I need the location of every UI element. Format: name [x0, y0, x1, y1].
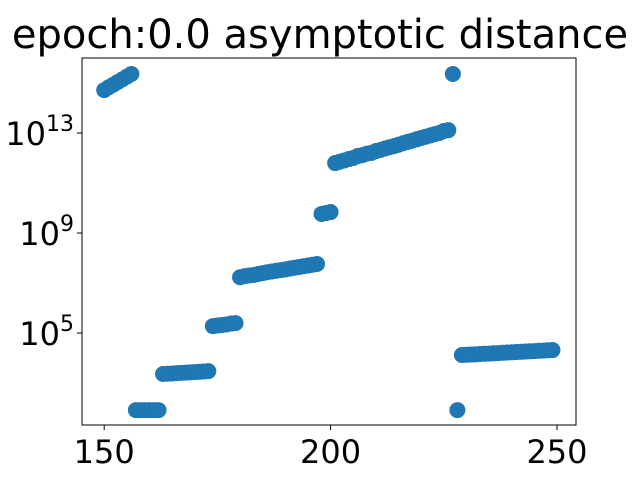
point — [309, 255, 326, 272]
point — [440, 122, 457, 139]
plot-frame — [81, 57, 577, 426]
point — [150, 402, 167, 419]
point — [200, 363, 217, 380]
x-tick-label: 150 — [74, 433, 135, 471]
y-tick-label: 1013 — [5, 112, 74, 153]
point — [544, 342, 561, 359]
point — [449, 402, 466, 419]
point — [444, 65, 461, 82]
chart-title: epoch:0.0 asymptotic distance — [12, 12, 628, 58]
y-tick-label: 109 — [19, 212, 74, 253]
x-tick-label: 250 — [526, 433, 587, 471]
point — [227, 315, 244, 332]
point — [123, 65, 140, 82]
x-tick-label: 200 — [300, 433, 361, 471]
y-tick-label: 105 — [19, 312, 74, 353]
point — [322, 204, 339, 221]
